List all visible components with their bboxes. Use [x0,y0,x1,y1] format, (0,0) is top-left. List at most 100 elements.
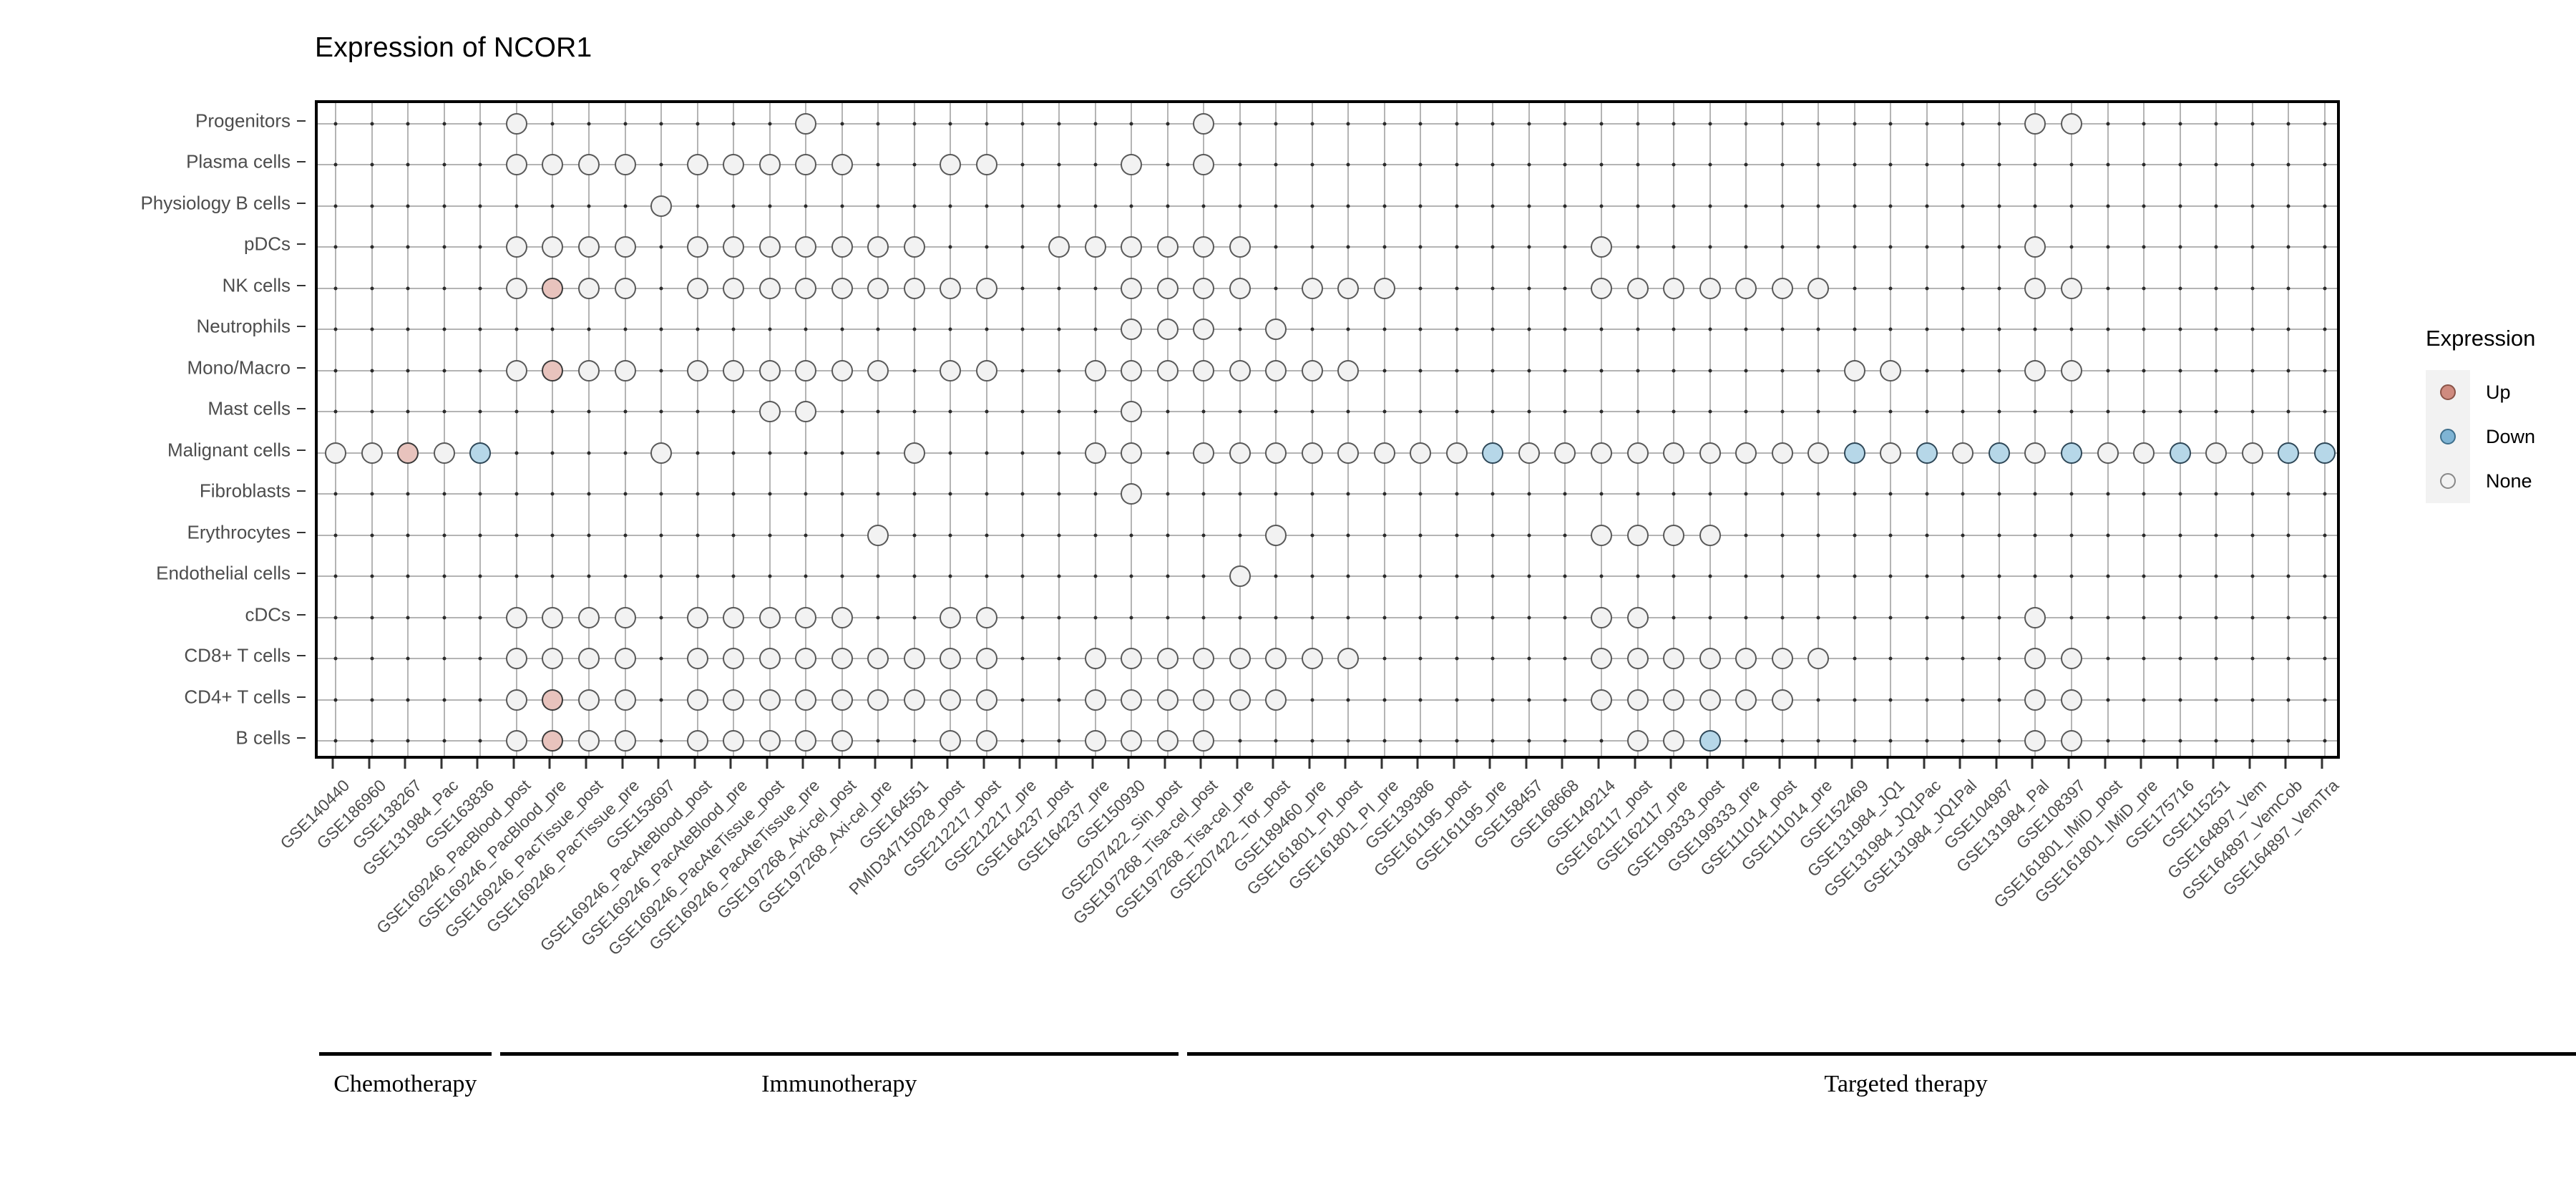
expression-dot[interactable] [940,730,962,752]
expression-dot[interactable] [1735,689,1757,711]
expression-dot[interactable] [686,648,708,670]
expression-dot[interactable] [542,648,564,670]
expression-dot[interactable] [758,689,781,711]
expression-dot[interactable] [831,648,853,670]
expression-dot[interactable] [1916,442,1938,464]
expression-dot[interactable] [1301,442,1323,464]
expression-dot[interactable] [1121,236,1143,258]
expression-dot[interactable] [1591,606,1613,628]
expression-dot[interactable] [940,648,962,670]
expression-dot[interactable] [795,359,817,381]
expression-dot[interactable] [903,277,925,299]
expression-dot[interactable] [1591,442,1613,464]
expression-dot[interactable] [1193,236,1215,258]
expression-dot[interactable] [614,154,636,176]
expression-dot[interactable] [1265,524,1287,546]
expression-dot[interactable] [975,154,997,176]
expression-dot[interactable] [505,689,527,711]
expression-dot[interactable] [1735,277,1757,299]
expression-dot[interactable] [2060,277,2082,299]
expression-dot[interactable] [831,730,853,752]
expression-dot[interactable] [1663,689,1685,711]
expression-dot[interactable] [1771,648,1793,670]
expression-dot[interactable] [2060,730,2082,752]
expression-dot[interactable] [1626,689,1649,711]
expression-dot[interactable] [2169,442,2191,464]
expression-dot[interactable] [903,442,925,464]
expression-dot[interactable] [542,154,564,176]
expression-dot[interactable] [1626,524,1649,546]
expression-dot[interactable] [867,648,889,670]
expression-dot[interactable] [1193,359,1215,381]
expression-dot[interactable] [1518,442,1540,464]
expression-dot[interactable] [1156,277,1179,299]
expression-dot[interactable] [650,442,673,464]
expression-dot[interactable] [1663,442,1685,464]
expression-dot[interactable] [940,154,962,176]
expression-dot[interactable] [1084,730,1106,752]
expression-dot[interactable] [940,606,962,628]
expression-dot[interactable] [831,236,853,258]
expression-dot[interactable] [1663,730,1685,752]
expression-dot[interactable] [1229,689,1251,711]
expression-dot[interactable] [1591,277,1613,299]
expression-dot[interactable] [505,112,527,135]
expression-dot[interactable] [614,689,636,711]
expression-dot[interactable] [1229,648,1251,670]
expression-dot[interactable] [2024,236,2046,258]
expression-dot[interactable] [505,730,527,752]
expression-dot[interactable] [2060,112,2082,135]
expression-dot[interactable] [723,689,745,711]
expression-dot[interactable] [867,236,889,258]
expression-dot[interactable] [2024,277,2046,299]
expression-dot[interactable] [2133,442,2155,464]
expression-dot[interactable] [1084,442,1106,464]
expression-dot[interactable] [1771,277,1793,299]
expression-dot[interactable] [1880,442,1902,464]
expression-dot[interactable] [325,442,347,464]
expression-dot[interactable] [1663,524,1685,546]
expression-dot[interactable] [1626,730,1649,752]
expression-dot[interactable] [1880,359,1902,381]
expression-dot[interactable] [975,689,997,711]
expression-dot[interactable] [903,648,925,670]
expression-dot[interactable] [831,689,853,711]
expression-dot[interactable] [1156,236,1179,258]
expression-dot[interactable] [1121,730,1143,752]
expression-dot[interactable] [1229,442,1251,464]
expression-dot[interactable] [2024,648,2046,670]
expression-dot[interactable] [505,606,527,628]
expression-dot[interactable] [1626,277,1649,299]
expression-dot[interactable] [1265,319,1287,341]
expression-dot[interactable] [542,236,564,258]
expression-dot[interactable] [542,606,564,628]
expression-dot[interactable] [903,236,925,258]
expression-dot[interactable] [1771,442,1793,464]
expression-dot[interactable] [1373,442,1395,464]
expression-dot[interactable] [975,606,997,628]
expression-dot[interactable] [758,359,781,381]
expression-dot[interactable] [1445,442,1468,464]
expression-dot[interactable] [1699,648,1721,670]
expression-dot[interactable] [1156,319,1179,341]
expression-dot[interactable] [614,236,636,258]
expression-dot[interactable] [758,730,781,752]
expression-dot[interactable] [614,606,636,628]
expression-dot[interactable] [2024,730,2046,752]
expression-dot[interactable] [867,277,889,299]
expression-dot[interactable] [1337,359,1360,381]
expression-dot[interactable] [723,154,745,176]
expression-dot[interactable] [542,277,564,299]
expression-dot[interactable] [505,236,527,258]
expression-dot[interactable] [723,359,745,381]
expression-dot[interactable] [1843,442,1865,464]
expression-dot[interactable] [1699,730,1721,752]
expression-dot[interactable] [1229,359,1251,381]
expression-dot[interactable] [940,359,962,381]
expression-dot[interactable] [1156,359,1179,381]
expression-dot[interactable] [1699,689,1721,711]
expression-dot[interactable] [2205,442,2228,464]
expression-dot[interactable] [1591,524,1613,546]
expression-dot[interactable] [2278,442,2300,464]
expression-dot[interactable] [1301,648,1323,670]
